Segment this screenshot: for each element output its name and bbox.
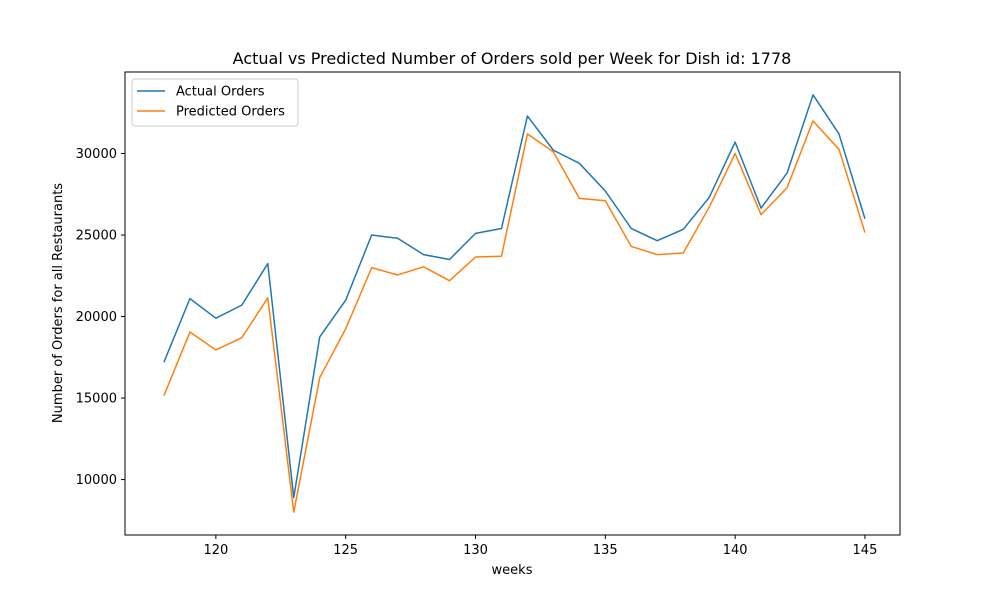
plot-frame bbox=[124, 71, 901, 536]
x-tick-label: 145 bbox=[853, 543, 878, 558]
x-tick-label: 120 bbox=[203, 543, 228, 558]
x-axis-label: weeks bbox=[492, 563, 533, 578]
y-tick-label: 30000 bbox=[76, 147, 117, 162]
series-line-0 bbox=[163, 94, 866, 499]
y-tick-label: 15000 bbox=[76, 392, 117, 407]
plot-area bbox=[163, 94, 866, 513]
x-tick-label: 135 bbox=[593, 543, 618, 558]
legend-label: Actual Orders bbox=[176, 85, 265, 100]
series-1 bbox=[163, 120, 866, 513]
y-tick-label: 20000 bbox=[76, 310, 117, 325]
legend: Actual Orders Predicted Orders bbox=[131, 78, 299, 127]
y-tick-label: 25000 bbox=[76, 229, 117, 244]
legend-label: Predicted Orders bbox=[176, 105, 285, 120]
x-tick-label: 130 bbox=[463, 543, 488, 558]
x-tick-label: 140 bbox=[723, 543, 748, 558]
y-axis: 10000 15000 20000 25000 30000 bbox=[76, 147, 125, 488]
series-0 bbox=[163, 94, 866, 499]
series-line-1 bbox=[163, 120, 866, 513]
x-axis: 120 125 130 135 140 145 bbox=[203, 535, 877, 558]
x-tick-label: 125 bbox=[333, 543, 358, 558]
y-axis-label: Number of Orders for all Restaurants bbox=[51, 183, 66, 423]
legend-box bbox=[131, 78, 299, 127]
chart-title: Actual vs Predicted Number of Orders sol… bbox=[233, 49, 792, 68]
y-tick-label: 10000 bbox=[76, 473, 117, 488]
